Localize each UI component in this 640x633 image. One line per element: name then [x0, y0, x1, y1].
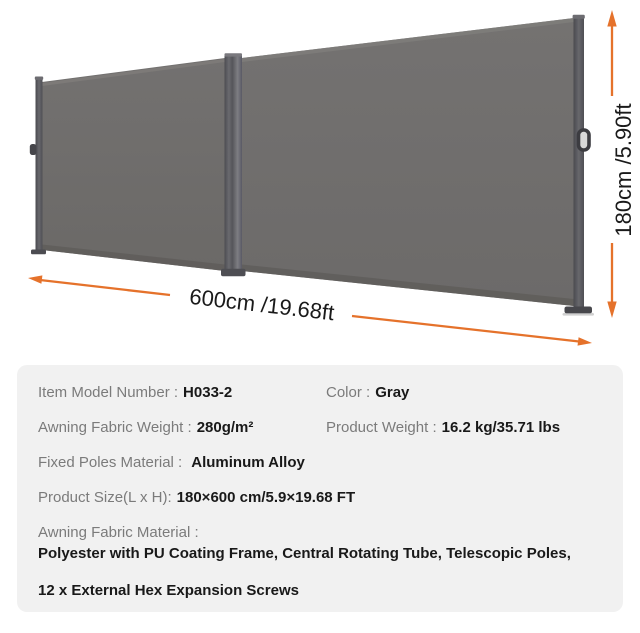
awning-left-panel-bottom-shadow: [42, 244, 225, 271]
spec-item-model: Item Model Number : H033-2: [38, 382, 326, 403]
model-value: H033-2: [183, 384, 233, 401]
spec-row-weights: Awning Fabric Weight :280g/m² Product We…: [38, 417, 603, 438]
awning-left-panel-top-trim: [42, 59, 225, 86]
awning-right-panel-bottom-shadow: [242, 264, 574, 306]
fabric-material-value-line1: Polyester with PU Coating Frame, Central…: [38, 545, 571, 562]
left-pole-handle: [29, 144, 37, 155]
fabric-material-value-line2: 12 x External Hex Expansion Screws: [38, 582, 299, 599]
fabric-weight-value: 280g/m²: [196, 419, 254, 436]
product-weight-value: 16.2 kg/35.71 lbs: [441, 419, 561, 436]
left-pole-foot: [31, 249, 46, 255]
awning-right-panel-top-trim: [242, 18, 574, 62]
spec-item-fabric-weight: Awning Fabric Weight :280g/m²: [38, 417, 326, 438]
height-dimension-arrow: [607, 10, 617, 318]
awning-diagram: 180cm /5.90ft 600cm /19.68ft: [28, 10, 636, 346]
awning-illustration: 180cm /5.90ft 600cm /19.68ft: [28, 10, 636, 346]
left-pole: [35, 78, 43, 252]
model-label: Item Model Number :: [38, 384, 179, 401]
poles-material-value: Aluminum Alloy: [191, 454, 305, 471]
left-pole-cap: [34, 76, 44, 80]
fabric-material-label: Awning Fabric Material :: [38, 524, 199, 541]
spec-item-product-weight: Product Weight :16.2 kg/35.71 lbs: [326, 417, 603, 438]
width-arrow-left-head-icon: [28, 275, 43, 284]
awning-left-panel: [42, 58, 225, 271]
spec-item-color: Color : Gray: [326, 382, 603, 403]
product-size-label: Product Size(L x H):: [38, 489, 172, 506]
right-pole-foot: [564, 306, 592, 314]
spec-row-fabric-material: Awning Fabric Material : Polyester with …: [38, 522, 603, 601]
width-arrow-right-line: [351, 314, 580, 343]
central-pole-cap: [224, 53, 242, 57]
right-pole-foot-shadow: [562, 313, 594, 316]
product-size-value: 180×600 cm/5.9×19.68 FT: [176, 489, 356, 506]
right-pole-handle: [576, 128, 591, 152]
width-dimension-arrow: [28, 275, 592, 346]
width-arrow-right-head-icon: [577, 337, 592, 346]
width-arrow-left-line: [39, 278, 171, 297]
right-pole: [573, 17, 584, 311]
central-pole: [224, 55, 242, 271]
width-dimension-label: 600cm /19.68ft: [188, 284, 335, 326]
spec-row-poles-material: Fixed Poles Material : Aluminum Alloy: [38, 452, 603, 473]
product-weight-label: Product Weight :: [326, 419, 437, 436]
color-label: Color :: [326, 384, 371, 401]
spec-row-product-size: Product Size(L x H): 180×600 cm/5.9×19.68…: [38, 487, 603, 508]
height-arrow-up-head-icon: [607, 10, 617, 27]
spec-panel: Item Model Number : H033-2 Color : Gray Aw…: [17, 365, 623, 612]
central-pole-foot: [221, 268, 246, 277]
poles-material-label: Fixed Poles Material :: [38, 454, 183, 471]
fabric-weight-label: Awning Fabric Weight :: [38, 419, 192, 436]
right-pole-cap: [572, 14, 585, 19]
color-value: Gray: [375, 384, 410, 401]
height-arrow-down-head-icon: [607, 301, 617, 318]
awning-right-panel: [242, 18, 574, 306]
height-dimension-label: 180cm /5.90ft: [611, 103, 636, 236]
spec-row-model-color: Item Model Number : H033-2 Color : Gray: [38, 382, 603, 403]
